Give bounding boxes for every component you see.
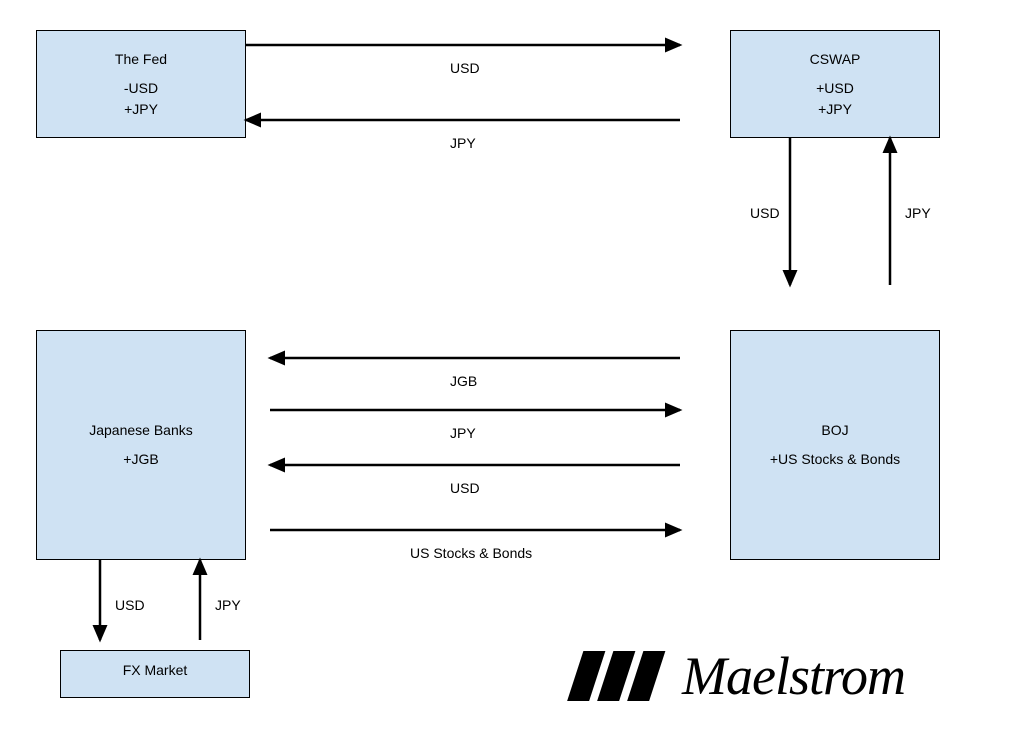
node-boj: BOJ +US Stocks & Bonds xyxy=(730,330,940,560)
node-title: The Fed xyxy=(115,49,167,70)
node-fx-market: FX Market xyxy=(60,650,250,698)
node-line: +JPY xyxy=(818,99,852,120)
edge-label-fx-jb-jpy: JPY xyxy=(215,597,241,613)
node-title: Japanese Banks xyxy=(89,420,193,441)
node-line: +US Stocks & Bonds xyxy=(770,449,900,470)
edge-label-jb-fx-usd: USD xyxy=(115,597,145,613)
edge-label-fed-cswap-usd: USD xyxy=(450,60,480,76)
edge-label-boj-jb-jgb: JGB xyxy=(450,373,477,389)
maelstrom-logo: Maelstrom xyxy=(560,645,905,707)
node-line: +JPY xyxy=(124,99,158,120)
edge-label-jb-boj-stocks: US Stocks & Bonds xyxy=(410,545,532,561)
node-japanese-banks: Japanese Banks +JGB xyxy=(36,330,246,560)
maelstrom-logo-text: Maelstrom xyxy=(682,645,905,707)
edge-label-jb-boj-jpy: JPY xyxy=(450,425,476,441)
maelstrom-bars-icon xyxy=(560,646,670,706)
node-title: FX Market xyxy=(123,660,188,681)
edge-label-cswap-boj-usd: USD xyxy=(750,205,780,221)
node-line: -USD xyxy=(124,78,158,99)
edge-label-cswap-fed-jpy: JPY xyxy=(450,135,476,151)
node-fed: The Fed -USD+JPY xyxy=(36,30,246,138)
edge-label-boj-jb-usd: USD xyxy=(450,480,480,496)
node-title: CSWAP xyxy=(810,49,861,70)
edge-label-boj-cswap-jpy: JPY xyxy=(905,205,931,221)
node-line: +JGB xyxy=(123,449,158,470)
node-title: BOJ xyxy=(821,420,848,441)
node-cswap: CSWAP +USD+JPY xyxy=(730,30,940,138)
node-line: +USD xyxy=(816,78,854,99)
